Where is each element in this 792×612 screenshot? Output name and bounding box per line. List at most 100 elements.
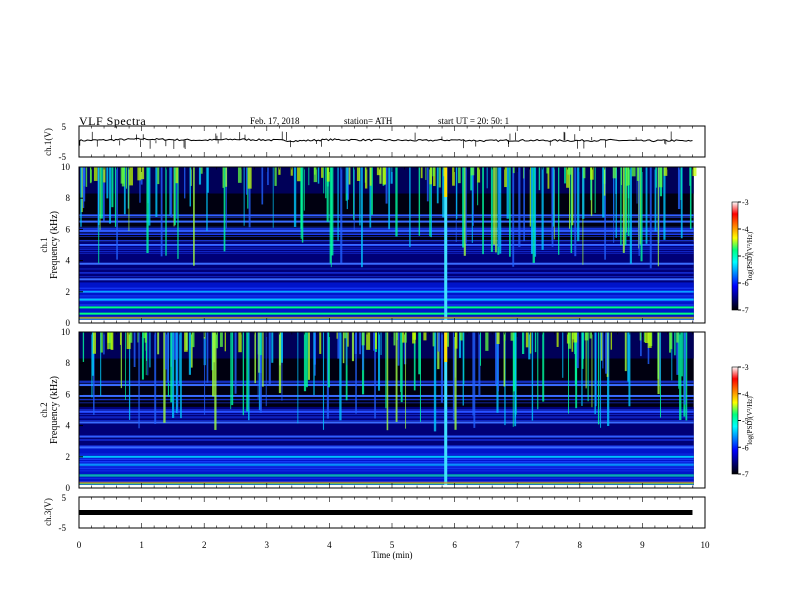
ch1-spectrogram-sferic-top <box>628 167 630 186</box>
ch1-spectrogram-sferic <box>174 167 176 226</box>
ch2-spectrogram-sferic <box>512 332 514 427</box>
ch1-spectrogram-sferic <box>80 167 83 213</box>
ch1-spectrogram-sferic <box>193 167 195 266</box>
ch2-spectrogram-sferic <box>125 332 126 400</box>
ch1-spectrogram-sferic <box>657 167 659 267</box>
ch2-spectrogram-sferic <box>534 332 537 353</box>
ch1-spectrogram-freq-line <box>79 268 694 270</box>
ch1-spectrogram-sferic-top <box>247 167 252 189</box>
ch2-spectrogram-sferic <box>268 332 271 384</box>
ch1-spectrogram-sferic-top <box>626 167 629 186</box>
ch2-spectrogram-sferic <box>281 332 283 401</box>
ch1-spectrogram-sferic-top <box>566 167 570 188</box>
ch1-spectrogram-sferic <box>99 167 101 230</box>
ch2-spectrogram-sferic <box>214 332 217 430</box>
ch2-spectrogram-sferic <box>595 332 597 407</box>
ch2-spectrogram-freq-line <box>79 467 694 469</box>
ch1-spectrogram-freq-line <box>79 252 694 254</box>
ch2-spectrogram-sferic <box>180 332 182 419</box>
ch1-spectrogram-sferic-top <box>89 167 92 184</box>
ch1-spectrogram-freq-line <box>79 290 694 292</box>
ch1-spectrogram-sferic <box>245 167 248 195</box>
ch2-spectrogram-sferic <box>278 332 282 394</box>
ch1-spectrogram-sferic <box>677 167 681 210</box>
ch1-spectrogram-sferic <box>347 167 350 200</box>
ch2-spectrogram-freq-line <box>79 439 694 441</box>
ch1-spectrogram-freq-line <box>79 214 694 217</box>
ch2-spectrogram-colorbar <box>731 366 739 475</box>
ch2-spectrogram-sferic <box>354 332 358 354</box>
ch2-spectrogram-sferic-top <box>510 332 514 341</box>
ch2-spectrogram-sferic-top <box>647 332 652 348</box>
ch2-spectrogram-sferic <box>380 332 382 355</box>
ch2-spectrogram-sferic-top <box>119 332 122 345</box>
ch2-spectrogram-sferic <box>597 332 600 425</box>
ch1-spectrogram-colorbar-tick-label: -6 <box>742 279 749 288</box>
ch2-spectrogram-sferic <box>676 332 679 375</box>
ch2-spectrogram-sferic-top <box>496 332 500 345</box>
ch2-spectrogram-sferic <box>346 332 348 366</box>
ch1-spectrogram-sferic <box>638 167 640 256</box>
ch1-spectrogram-sferic <box>308 167 310 186</box>
ch1-spectrogram-sferic-top <box>222 167 225 188</box>
ch1-spectrogram-sferic-top <box>278 167 281 175</box>
x-tick-label: 3 <box>265 540 270 550</box>
ch2-spectrogram-sferic <box>359 332 362 355</box>
x-tick-label: 8 <box>578 540 583 550</box>
ch2-spectrogram-sferic <box>305 332 308 388</box>
ch1-spectrogram-sferic <box>146 167 149 254</box>
ch1-spectrogram-sferic-top <box>369 167 372 186</box>
ch1-spectrogram-line-white <box>79 319 694 324</box>
ch1-spectrogram-sferic <box>655 167 657 188</box>
ch2-spectrogram-sferic <box>190 332 193 368</box>
ch2-spectrogram-sferic <box>495 332 498 385</box>
ch1-spectrogram-sferic-top <box>612 167 617 179</box>
ch1-ytick-label: -5 <box>59 152 67 162</box>
ch1-spectrogram-colorbar <box>731 201 739 311</box>
ch2-spectrogram-burst <box>444 332 448 488</box>
ch2-spectrogram-sferic-top <box>224 332 227 352</box>
ch1-spectrogram-freq-line <box>79 319 694 321</box>
ch2-spectrogram-line-white <box>79 484 694 489</box>
ch2-spectrogram-sferic <box>128 332 131 420</box>
ch2-spectrogram-ylabel: ch.2 <box>39 402 49 417</box>
ch2-spectrogram-sferic <box>234 332 237 394</box>
ch1-spectrogram-sferic <box>638 167 641 245</box>
ch2-spectrogram-sferic-top <box>525 332 529 348</box>
ch1-spectrogram-sferic <box>353 167 355 230</box>
ch1-spectrogram-freq-line <box>79 236 694 237</box>
ch2-spectrogram-sferic <box>145 332 148 361</box>
ch2-spectrogram-sferic-top <box>344 332 347 339</box>
ch1-spectrogram-freq-line <box>79 288 694 290</box>
ch2-spectrogram-sferic <box>606 332 609 377</box>
ch2-spectrogram-sferic <box>303 332 307 392</box>
ch1-spectrogram-sferic <box>622 167 625 253</box>
ch2-spectrogram-sferic <box>163 332 166 423</box>
ch2-spectrogram-sferic <box>440 332 443 403</box>
ch2-spectrogram-sferic <box>120 332 122 389</box>
ch2-spectrogram-sferic-top <box>670 332 673 350</box>
x-tick-label: 7 <box>515 540 520 550</box>
ch2-spectrogram-freq-line <box>79 463 694 466</box>
ch1-spectrogram-sferic-top <box>504 167 507 188</box>
ch1-spectrogram-sferic <box>602 167 605 218</box>
ch2-spectrogram-sferic-top <box>459 332 463 341</box>
ch1-spectrogram-sferic <box>486 167 488 189</box>
ch1-spectrogram-sferic <box>128 167 130 232</box>
ch1-spectrogram-sferic-top <box>274 167 277 186</box>
ch2-spectrogram-sferic <box>478 332 481 398</box>
ch2-spectrogram-sferic-top <box>129 332 133 343</box>
ch2-spectrogram-sferic <box>175 332 179 414</box>
ch1-spectrogram-sferic <box>346 167 348 210</box>
ch1-spectrogram-sferic-top <box>658 167 663 188</box>
ch1-spectrogram-sferic-top <box>512 167 515 174</box>
ch1-spectrogram-sferic <box>620 167 622 246</box>
ch1-spectrogram-sferic-top <box>429 167 433 185</box>
ch1-spectrogram-sferic <box>272 167 274 228</box>
ch2-spectrogram-ylabel: Frequency (kHz) <box>49 376 60 444</box>
ch1-spectrogram-sferic <box>80 167 82 227</box>
ch1-spectrogram-band-lower <box>79 282 694 323</box>
ch2-spectrogram-sferic-top <box>571 332 574 352</box>
ch2-spectrogram-colorbar-tick-label: -6 <box>742 443 749 452</box>
ch1-spectrogram-sferic <box>359 167 361 226</box>
